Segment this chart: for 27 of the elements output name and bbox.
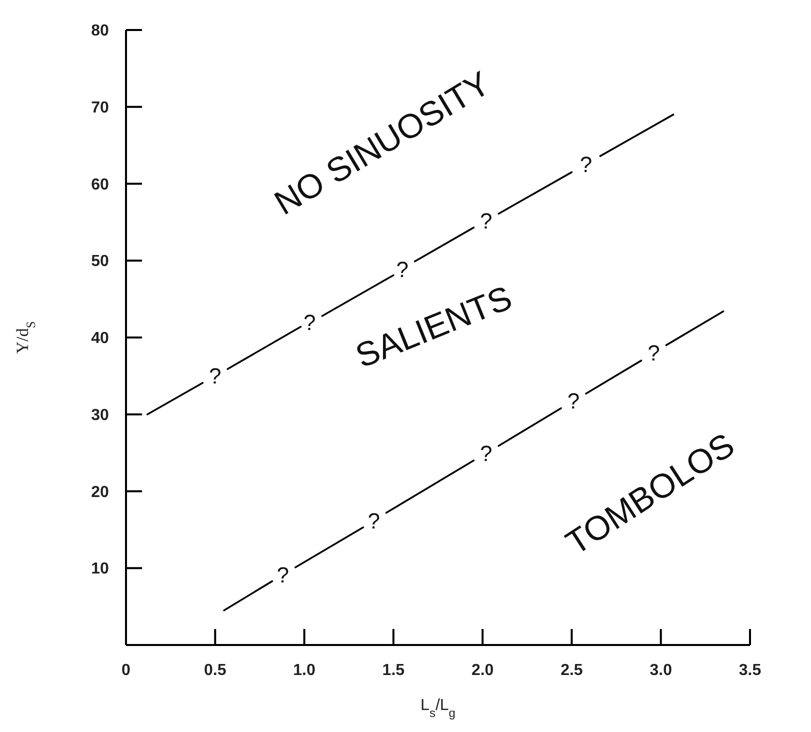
x-tick-label: 2.0 <box>471 662 494 679</box>
x-tick-label: 1.0 <box>293 662 316 679</box>
x-tick-label: 1.5 <box>382 662 405 679</box>
annotation: ? <box>567 388 580 414</box>
annotation: ? <box>648 340 660 366</box>
annotation: ? <box>276 562 290 588</box>
annotation: ? <box>580 152 592 177</box>
x-axis-title: L$_{s}$/L$_{g}$ <box>420 697 456 720</box>
y-tick-label: 10 <box>91 560 109 578</box>
y-tick-label: 30 <box>91 406 109 424</box>
y-tick-label: 40 <box>91 330 109 348</box>
y-tick-label: 20 <box>91 484 109 501</box>
annotation: ? <box>396 257 408 282</box>
y-tick-label: 60 <box>91 176 109 194</box>
annotation: ? <box>368 508 380 534</box>
y-tick-label: 70 <box>91 99 109 116</box>
x-tick-label: 0.5 <box>204 662 226 679</box>
x-tick-label: 3.0 <box>650 662 672 679</box>
y-tick-label: 50 <box>91 253 109 270</box>
x-tick-label: 2.5 <box>560 662 583 679</box>
annotation: ? <box>304 310 316 335</box>
annotation: ? <box>480 208 492 234</box>
y-tick-label: 80 <box>91 22 109 40</box>
annotation: ? <box>480 440 492 466</box>
x-tick-label: 0 <box>122 662 131 679</box>
x-tick-label: 3.5 <box>738 662 762 679</box>
annotation: ? <box>209 364 222 389</box>
